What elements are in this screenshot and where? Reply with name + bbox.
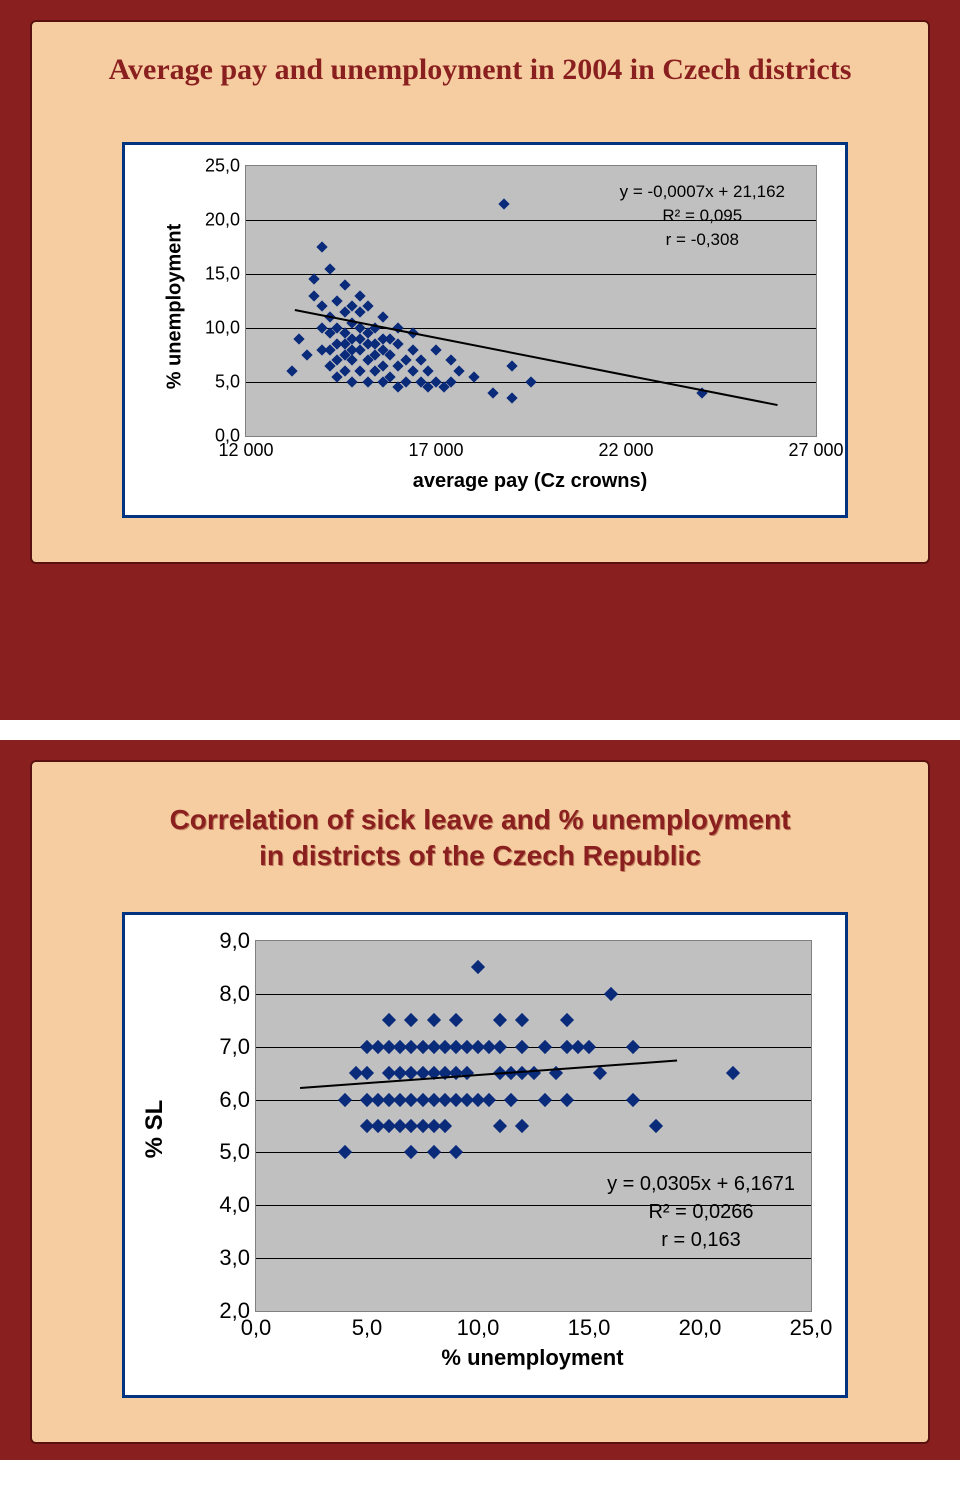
slide-2: Correlation of sick leave and % unemploy… xyxy=(0,740,960,1460)
slide1-title: Average pay and unemployment in 2004 in … xyxy=(32,52,928,88)
slide1-xlabel: average pay (Cz crowns) xyxy=(245,470,815,493)
slide1-ylabel: % unemployment xyxy=(164,207,187,407)
slide-1: Average pay and unemployment in 2004 in … xyxy=(0,0,960,720)
slide2-ylabel: % SL xyxy=(141,1069,169,1189)
slide2-title-line2: in districts of the Czech Republic xyxy=(259,840,701,871)
slide2-xlabel: % unemployment xyxy=(255,1345,810,1371)
slide2-plot-area: 2,03,04,05,06,07,08,09,00,05,010,015,020… xyxy=(255,940,812,1312)
slide2-title-line1: Correlation of sick leave and % unemploy… xyxy=(170,804,791,835)
slide2-chart-frame: 2,03,04,05,06,07,08,09,00,05,010,015,020… xyxy=(122,912,848,1398)
slide2-panel: Correlation of sick leave and % unemploy… xyxy=(30,760,930,1444)
slide1-panel: Average pay and unemployment in 2004 in … xyxy=(30,20,930,564)
slide1-chart-frame: 0,05,010,015,020,025,012 00017 00022 000… xyxy=(122,142,848,518)
slide2-title: Correlation of sick leave and % unemploy… xyxy=(32,802,928,875)
slide1-equation: y = -0,0007x + 21,162R² = 0,095r = -0,30… xyxy=(620,180,785,251)
slide2-equation: y = 0,0305x + 6,1671R² = 0,0266r = 0,163 xyxy=(607,1170,795,1254)
